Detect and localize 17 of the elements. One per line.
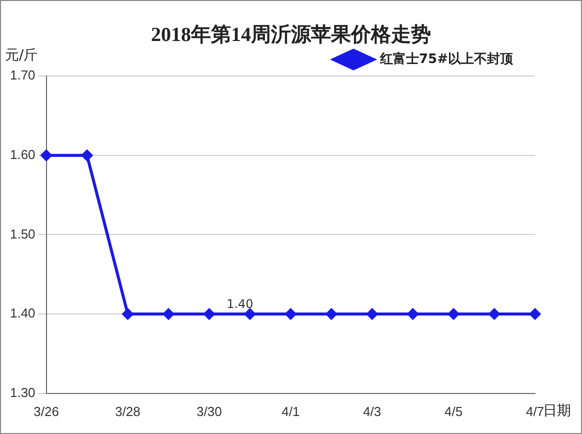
chart-title: 2018年第14周沂源苹果价格走势	[150, 23, 432, 48]
y-tick-label: 1.50	[10, 226, 36, 242]
x-tick-label: 4/7	[526, 404, 544, 419]
legend-label: 红富士75#以上不封顶	[379, 50, 514, 67]
data-label: 1.40	[226, 297, 254, 312]
x-tick-label: 3/30	[196, 404, 222, 419]
x-tick-label: 3/28	[115, 404, 140, 419]
y-tick-label: 1.30	[10, 384, 36, 400]
x-tick-label: 3/26	[34, 404, 59, 419]
y-tick-label: 1.70	[10, 68, 36, 83]
y-tick-label: 1.40	[10, 306, 36, 321]
y-tick-label: 1.60	[10, 146, 36, 162]
x-tick-label: 4/3	[363, 404, 382, 419]
y-axis-title: 元/斤	[5, 48, 38, 64]
x-tick-label: 4/5	[444, 404, 463, 419]
x-tick-label: 4/1	[282, 404, 300, 419]
x-axis-title: 日期	[543, 403, 571, 420]
